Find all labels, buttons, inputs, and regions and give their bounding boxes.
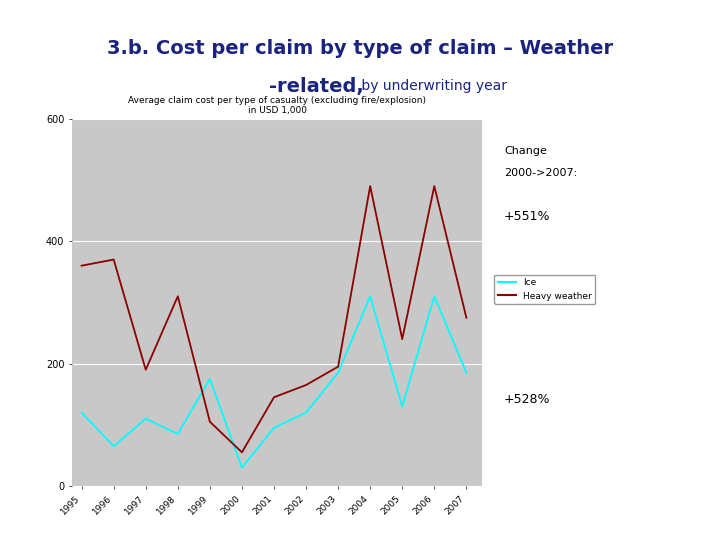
- Text: 3.b. Cost per claim by type of claim – Weather: 3.b. Cost per claim by type of claim – W…: [107, 39, 613, 58]
- Legend: Ice, Heavy weather: Ice, Heavy weather: [494, 274, 595, 304]
- Text: +551%: +551%: [504, 210, 551, 222]
- Text: -related,: -related,: [269, 77, 364, 96]
- Text: 2000->2007:: 2000->2007:: [504, 168, 577, 178]
- Text: by underwriting year: by underwriting year: [357, 79, 507, 93]
- Title: Average claim cost per type of casualty (excluding fire/explosion)
in USD 1,000: Average claim cost per type of casualty …: [128, 96, 426, 115]
- Text: +528%: +528%: [504, 393, 551, 406]
- Text: Change: Change: [504, 146, 547, 156]
